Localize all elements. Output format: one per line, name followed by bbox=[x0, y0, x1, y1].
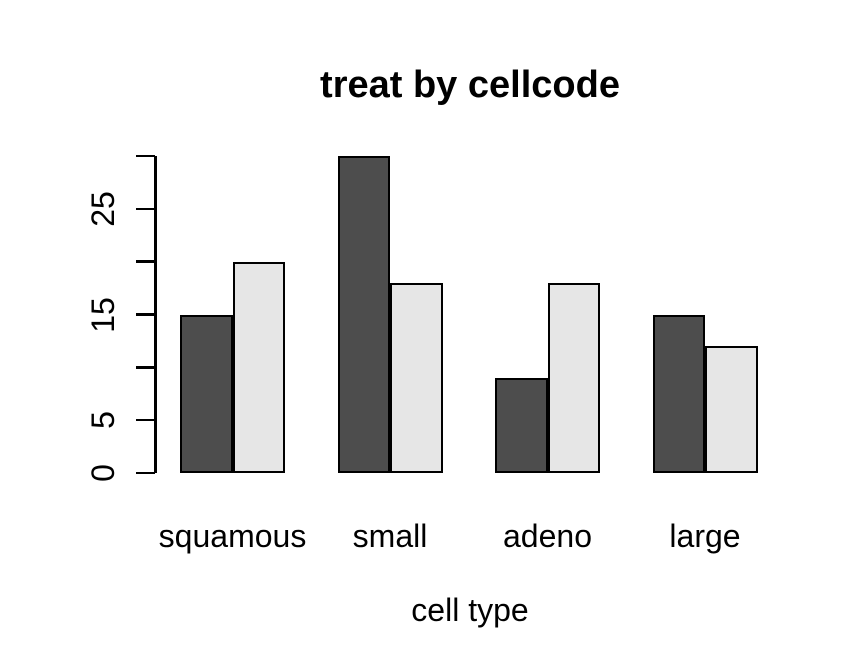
y-axis-tick bbox=[136, 154, 155, 158]
y-axis-tick-label: 0 bbox=[84, 464, 121, 482]
bar-large-series-1 bbox=[652, 314, 705, 473]
y-axis-tick bbox=[136, 418, 155, 422]
bar-adeno-series-1 bbox=[495, 377, 548, 473]
bar-squamous-series-1 bbox=[180, 314, 233, 473]
x-axis-label-large: large bbox=[669, 518, 741, 554]
bar-squamous-series-2 bbox=[232, 261, 285, 473]
bar-small-series-1 bbox=[337, 156, 390, 473]
bar-large-series-2 bbox=[705, 346, 758, 473]
chart-title: treat by cellcode bbox=[320, 64, 620, 106]
plot-area bbox=[156, 156, 784, 473]
y-axis-tick bbox=[136, 366, 155, 369]
y-axis-tick bbox=[136, 207, 155, 211]
y-axis-line bbox=[154, 156, 157, 473]
y-axis-tick-label: 5 bbox=[84, 411, 121, 430]
y-axis-tick bbox=[136, 260, 155, 263]
x-axis-label-squamous: squamous bbox=[158, 518, 307, 554]
x-axis-label-adeno: adeno bbox=[503, 518, 592, 554]
bar-small-series-2 bbox=[390, 282, 443, 473]
x-axis-title: cell type bbox=[411, 592, 529, 628]
y-axis-tick-label: 15 bbox=[84, 296, 121, 333]
y-axis-tick bbox=[136, 471, 155, 475]
y-axis-tick-label: 25 bbox=[84, 191, 121, 227]
x-axis-label-small: small bbox=[352, 518, 428, 554]
bar-adeno-series-2 bbox=[547, 282, 600, 473]
y-axis-tick bbox=[136, 313, 155, 316]
